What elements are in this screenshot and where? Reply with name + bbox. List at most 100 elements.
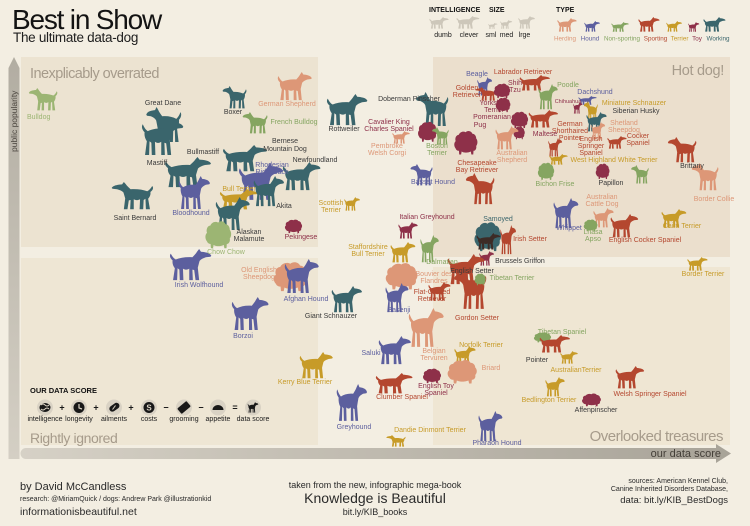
svg-text:Rightly ignored: Rightly ignored — [30, 430, 117, 446]
svg-text:Springer: Springer — [578, 143, 605, 150]
svg-text:Belgian: Belgian — [422, 348, 445, 355]
svg-text:Bullmastiff: Bullmastiff — [187, 149, 219, 156]
svg-text:German Shepherd: German Shepherd — [258, 101, 316, 108]
svg-text:Knowledge is Beautiful: Knowledge is Beautiful — [304, 490, 446, 506]
svg-text:Non-sporting: Non-sporting — [604, 36, 641, 43]
svg-text:Pekingese: Pekingese — [285, 234, 318, 241]
svg-text:Shorthaired: Shorthaired — [552, 128, 588, 135]
svg-text:Boxer: Boxer — [224, 109, 243, 116]
svg-text:Bull Terrier: Bull Terrier — [351, 251, 385, 258]
svg-text:research: @MiriamQuick / dogs:: research: @MiriamQuick / dogs: Andrew Pa… — [20, 496, 211, 503]
svg-text:AustralianTerrier: AustralianTerrier — [551, 367, 603, 374]
svg-text:−: − — [163, 403, 168, 413]
svg-text:−: − — [198, 403, 203, 413]
svg-text:ailments: ailments — [101, 416, 128, 423]
svg-text:Papillon: Papillon — [599, 180, 624, 187]
svg-text:costs: costs — [141, 416, 158, 423]
svg-text:longevity: longevity — [65, 416, 93, 423]
svg-text:Brussels Griffon: Brussels Griffon — [495, 258, 545, 265]
svg-text:Welsh Springer Spaniel: Welsh Springer Spaniel — [613, 391, 686, 398]
svg-text:Greyhound: Greyhound — [337, 424, 372, 431]
svg-text:Terrier: Terrier — [484, 107, 505, 114]
svg-text:Beagle: Beagle — [466, 71, 488, 78]
svg-text:Poodle: Poodle — [557, 82, 579, 89]
svg-text:Apso: Apso — [585, 236, 601, 243]
svg-text:Overlooked treasures: Overlooked treasures — [590, 428, 723, 445]
svg-text:Tervuren: Tervuren — [420, 355, 447, 362]
svg-text:Chow Chow: Chow Chow — [207, 249, 246, 256]
svg-text:Border Terrier: Border Terrier — [682, 271, 725, 278]
svg-text:Bouvier des: Bouvier des — [416, 271, 453, 278]
svg-text:Rhodesian: Rhodesian — [255, 162, 289, 169]
svg-text:Affenpinscher: Affenpinscher — [575, 407, 618, 414]
svg-text:Basset Hound: Basset Hound — [411, 179, 455, 186]
svg-text:Pomeranian: Pomeranian — [473, 114, 511, 121]
svg-text:Golden: Golden — [456, 85, 479, 92]
svg-text:clever: clever — [460, 32, 479, 39]
svg-text:OUR DATA SCORE: OUR DATA SCORE — [30, 386, 97, 395]
svg-text:Borzoi: Borzoi — [233, 333, 253, 340]
svg-text:Hound: Hound — [581, 36, 600, 43]
svg-text:West Highland White Terrier: West Highland White Terrier — [571, 157, 659, 164]
svg-text:Pointer: Pointer — [526, 357, 549, 364]
svg-text:TYPE: TYPE — [556, 7, 575, 14]
svg-text:Malamute: Malamute — [234, 236, 265, 243]
svg-text:dumb: dumb — [434, 32, 452, 39]
svg-text:English Setter: English Setter — [450, 268, 494, 275]
svg-text:Whippet: Whippet — [556, 225, 582, 232]
svg-text:sml: sml — [486, 32, 497, 39]
svg-text:Brittany: Brittany — [680, 163, 704, 170]
svg-text:Tibetan Spaniel: Tibetan Spaniel — [538, 329, 587, 336]
svg-text:by David McCandless: by David McCandless — [20, 481, 127, 493]
svg-text:Bichon Frise: Bichon Frise — [536, 181, 575, 188]
svg-text:Saluki: Saluki — [361, 350, 381, 357]
svg-text:data: bit.ly/KIB_BestDogs: data: bit.ly/KIB_BestDogs — [620, 495, 728, 506]
svg-text:Shih: Shih — [508, 80, 522, 87]
svg-text:Rottweiler: Rottweiler — [328, 126, 360, 133]
svg-text:Cavalier King: Cavalier King — [368, 119, 410, 126]
svg-text:Boston: Boston — [426, 143, 448, 150]
svg-text:Bedlington Terrier: Bedlington Terrier — [522, 397, 577, 404]
svg-text:Great Dane: Great Dane — [145, 100, 181, 107]
svg-text:Sporting: Sporting — [644, 36, 668, 43]
svg-text:The ultimate data-dog: The ultimate data-dog — [13, 30, 138, 45]
svg-text:Cattle Dog: Cattle Dog — [585, 201, 618, 208]
svg-text:Shetland: Shetland — [610, 120, 638, 127]
svg-text:Retriever: Retriever — [453, 92, 482, 99]
svg-text:Welsh Corgi: Welsh Corgi — [368, 150, 406, 157]
svg-text:Dalmatian: Dalmatian — [426, 259, 458, 266]
svg-text:Border Collie: Border Collie — [694, 196, 735, 203]
svg-text:Shepherd: Shepherd — [497, 157, 527, 164]
svg-text:English Toy: English Toy — [418, 383, 454, 390]
svg-text:data score: data score — [237, 416, 270, 423]
svg-text:Terrier: Terrier — [321, 207, 342, 214]
svg-text:Chihuahua: Chihuahua — [555, 99, 583, 105]
svg-text:Irish Wolfhound: Irish Wolfhound — [175, 282, 224, 289]
svg-text:Retriever: Retriever — [418, 296, 447, 303]
svg-text:Bay Retriever: Bay Retriever — [456, 167, 499, 174]
svg-text:Scottish: Scottish — [319, 200, 344, 207]
svg-text:Alaskan: Alaskan — [237, 229, 262, 236]
svg-text:Labrador Retriever: Labrador Retriever — [494, 69, 553, 76]
svg-text:+: + — [128, 403, 133, 413]
svg-text:Saint Bernard: Saint Bernard — [114, 215, 157, 222]
svg-text:+: + — [59, 403, 64, 413]
svg-text:Pembroke: Pembroke — [371, 143, 403, 150]
svg-text:Gordon Setter: Gordon Setter — [455, 315, 500, 322]
svg-text:Pug: Pug — [474, 122, 487, 129]
svg-text:English: English — [580, 136, 603, 143]
svg-text:public popularity: public popularity — [9, 90, 19, 152]
svg-text:Chesapeake: Chesapeake — [457, 160, 496, 167]
svg-text:Spaniel: Spaniel — [579, 150, 603, 157]
svg-text:Irish Setter: Irish Setter — [513, 236, 548, 243]
svg-text:appetite: appetite — [206, 416, 231, 423]
svg-text:Miniature Schnauzer: Miniature Schnauzer — [602, 100, 667, 107]
svg-text:Australian: Australian — [496, 150, 527, 157]
svg-text:Siberian Husky: Siberian Husky — [612, 108, 660, 115]
svg-text:Bulldog: Bulldog — [27, 114, 50, 121]
svg-text:Staffordshire: Staffordshire — [348, 244, 388, 251]
svg-text:Bull Terrier: Bull Terrier — [222, 186, 256, 193]
svg-text:Maltese: Maltese — [533, 131, 558, 138]
svg-text:Inexplicably overrated: Inexplicably overrated — [30, 66, 159, 82]
svg-text:Terrier: Terrier — [671, 36, 689, 43]
